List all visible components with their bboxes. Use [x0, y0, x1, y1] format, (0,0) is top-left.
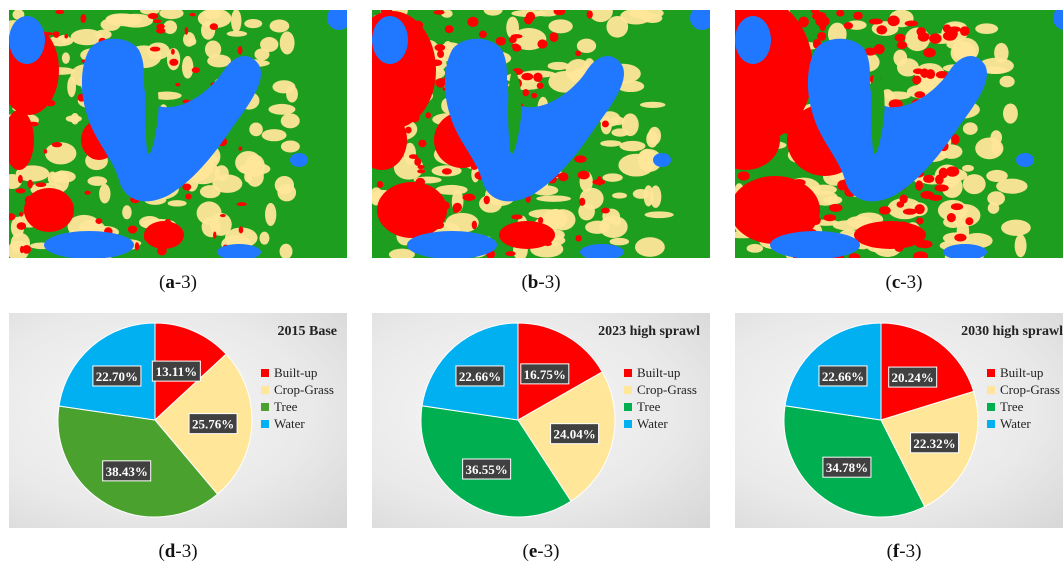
- data-label: 24.04%: [550, 423, 600, 445]
- caption-d: (d-3): [158, 541, 198, 562]
- legend-item-text: Crop-Grass: [637, 382, 697, 397]
- caption-letter: a: [165, 272, 175, 293]
- legend-item-text: Built-up: [637, 365, 680, 380]
- data-label-text: 13.11%: [156, 364, 198, 379]
- data-label: 22.32%: [910, 432, 960, 454]
- data-label: 22.70%: [92, 365, 142, 387]
- legend-swatch: [987, 386, 995, 394]
- data-label-text: 34.78%: [826, 460, 868, 475]
- water-bodies: [9, 10, 347, 258]
- legend-item-text: Built-up: [1000, 365, 1043, 380]
- caption-letter: c: [891, 272, 901, 293]
- legend-swatch: [261, 420, 269, 428]
- pie-slices: [420, 322, 616, 518]
- legend-swatch: [987, 420, 995, 428]
- pie-data-labels: 16.75% 24.04% 36.55% 22.66%: [455, 363, 600, 480]
- chart-title: 2023 high sprawl: [598, 324, 700, 339]
- legend-item-text: Tree: [1000, 399, 1024, 414]
- map-canvas: [735, 10, 1063, 258]
- data-label-text: 22.66%: [822, 369, 864, 384]
- legend-item-text: Water: [274, 416, 305, 431]
- legend-swatch: [261, 369, 269, 377]
- legend-swatch: [624, 369, 632, 377]
- legend-item-text: Water: [637, 416, 668, 431]
- caption-e: (e-3): [522, 541, 560, 562]
- pie-chart-e: 16.75% 24.04% 36.55% 22.66% 2023 high sprawl…: [372, 313, 710, 528]
- data-label: 13.11%: [151, 360, 201, 382]
- caption-b: (b-3): [521, 272, 561, 293]
- caption-suffix: -3: [538, 272, 555, 293]
- data-label-text: 22.32%: [913, 436, 955, 451]
- caption-letter: e: [528, 541, 538, 562]
- data-label: 34.78%: [822, 456, 872, 478]
- data-label-text: 22.66%: [459, 369, 501, 384]
- pie-data-labels: 13.11% 25.76% 38.43% 22.70%: [92, 360, 238, 482]
- caption-suffix: -3: [175, 541, 192, 562]
- caption-letter: f: [892, 541, 900, 562]
- legend: Built-up Crop-Grass Tree Water: [261, 365, 334, 431]
- data-label-text: 22.70%: [96, 369, 138, 384]
- caption-suffix: -3: [537, 541, 554, 562]
- data-label: 16.75%: [520, 363, 570, 385]
- pie-svg: 20.24% 22.32% 34.78% 22.66% 2030 high sprawl…: [783, 322, 1063, 518]
- pie-data-labels: 20.24% 22.32% 34.78% 22.66%: [818, 365, 960, 478]
- legend-item-text: Tree: [637, 399, 661, 414]
- water-bodies: [735, 10, 1063, 258]
- pie-chart-f: 20.24% 22.32% 34.78% 22.66% 2030 high sprawl…: [735, 313, 1063, 528]
- legend-item-text: Built-up: [274, 365, 317, 380]
- chart-title: 2015 Base: [278, 324, 338, 339]
- pie-slices: [783, 322, 979, 518]
- caption-suffix: -3: [899, 541, 916, 562]
- caption-letter: d: [164, 541, 176, 562]
- data-label-text: 24.04%: [553, 427, 595, 442]
- data-label: 20.24%: [888, 366, 938, 388]
- caption-suffix: -3: [174, 272, 191, 293]
- legend-item-text: Water: [1000, 416, 1031, 431]
- legend-swatch: [987, 403, 995, 411]
- data-label: 22.66%: [818, 365, 868, 387]
- data-label-text: 20.24%: [892, 370, 934, 385]
- data-label: 22.66%: [455, 365, 505, 387]
- data-label: 38.43%: [102, 460, 152, 482]
- pie-chart-d: 13.11% 25.76% 38.43% 22.70% 2015 Base Built-u…: [9, 313, 347, 528]
- caption-f: (f-3): [886, 541, 922, 562]
- land-cover-map-a: [9, 10, 347, 258]
- data-label: 36.55%: [462, 458, 512, 480]
- legend-swatch: [987, 369, 995, 377]
- caption-suffix: -3: [900, 272, 917, 293]
- legend: Built-up Crop-Grass Tree Water: [987, 365, 1060, 431]
- legend-swatch: [624, 403, 632, 411]
- data-label-text: 36.55%: [465, 462, 507, 477]
- legend-swatch: [624, 420, 632, 428]
- legend-item-text: Crop-Grass: [1000, 382, 1060, 397]
- legend-swatch: [624, 386, 632, 394]
- data-label-text: 38.43%: [106, 464, 148, 479]
- legend-swatch: [261, 386, 269, 394]
- pie-svg: 13.11% 25.76% 38.43% 22.70% 2015 Base Built-u…: [57, 322, 338, 518]
- data-label-text: 16.75%: [524, 367, 566, 382]
- caption-a: (a-3): [159, 272, 197, 293]
- map-canvas: [9, 10, 347, 258]
- water-bodies: [372, 10, 710, 258]
- pie-svg: 16.75% 24.04% 36.55% 22.66% 2023 high sprawl…: [420, 322, 700, 518]
- chart-title: 2030 high sprawl: [961, 324, 1063, 339]
- legend-item-text: Crop-Grass: [274, 382, 334, 397]
- legend: Built-up Crop-Grass Tree Water: [624, 365, 697, 431]
- caption-letter: b: [527, 272, 539, 293]
- data-label-text: 25.76%: [192, 417, 234, 432]
- land-cover-map-c: [735, 10, 1063, 258]
- map-canvas: [372, 10, 710, 258]
- caption-c: (c-3): [885, 272, 923, 293]
- legend-item-text: Tree: [274, 399, 298, 414]
- land-cover-map-b: [372, 10, 710, 258]
- data-label: 25.76%: [188, 413, 238, 435]
- legend-swatch: [261, 403, 269, 411]
